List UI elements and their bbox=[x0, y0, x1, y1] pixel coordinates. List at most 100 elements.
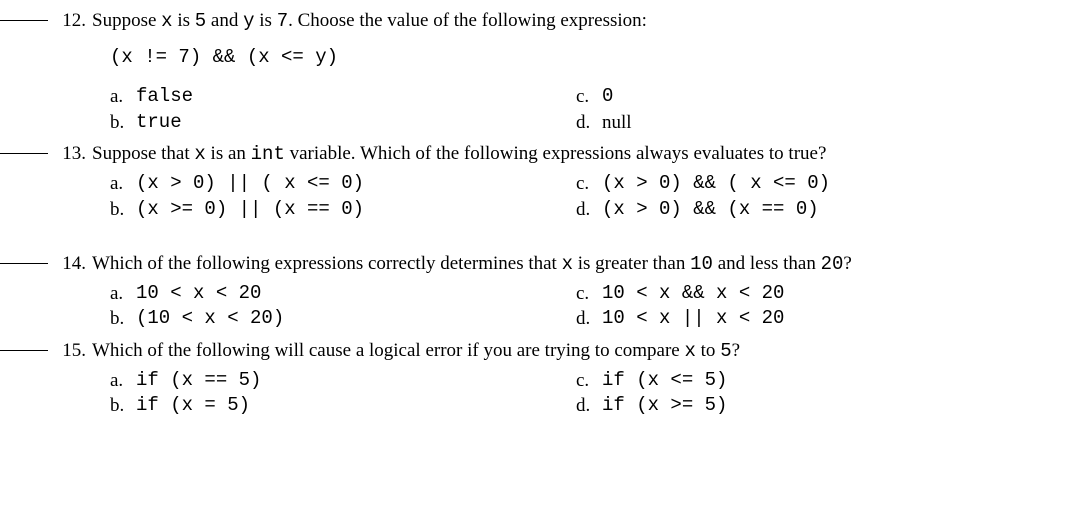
choice-c: c. (x > 0) && ( x <= 0) bbox=[576, 171, 1024, 197]
choice-text: (x > 0) && (x == 0) bbox=[602, 197, 819, 223]
choice-text: 10 < x < 20 bbox=[136, 281, 261, 307]
question-number: 12. bbox=[58, 10, 92, 32]
choice-text: if (x = 5) bbox=[136, 393, 250, 419]
code-inline: 5 bbox=[720, 340, 731, 362]
prompt-text: ? bbox=[732, 340, 740, 361]
choice-text: null bbox=[602, 110, 632, 136]
choice-letter: d. bbox=[576, 197, 602, 223]
prompt-text: is bbox=[255, 10, 277, 31]
choices-left: a. (x > 0) || ( x <= 0) b. (x >= 0) || (… bbox=[92, 171, 558, 222]
prompt-text: and bbox=[206, 10, 243, 31]
choice-d: d. if (x >= 5) bbox=[576, 393, 1024, 419]
choice-text: (x > 0) || ( x <= 0) bbox=[136, 171, 364, 197]
question-13: 13. Suppose that x is an int variable. W… bbox=[0, 143, 1024, 222]
choice-a: a. 10 < x < 20 bbox=[110, 281, 558, 307]
answer-blank[interactable] bbox=[0, 20, 48, 21]
choice-letter: b. bbox=[110, 110, 136, 136]
code-inline: 10 bbox=[690, 253, 713, 275]
prompt-text: to bbox=[696, 340, 720, 361]
prompt-text: is bbox=[173, 10, 195, 31]
prompt-text: . Choose the value of the following expr… bbox=[288, 10, 647, 31]
prompt-text: Suppose bbox=[92, 10, 161, 31]
choice-b: b. true bbox=[110, 110, 558, 136]
choice-text: if (x >= 5) bbox=[602, 393, 727, 419]
question-number: 14. bbox=[58, 253, 92, 275]
question-12: 12. Suppose x is 5 and y is 7. Choose th… bbox=[0, 10, 1024, 135]
choice-letter: a. bbox=[110, 171, 136, 197]
choices: a. false b. true c. 0 d. null bbox=[92, 84, 1024, 135]
code-inline: int bbox=[251, 143, 285, 165]
choice-c: c. if (x <= 5) bbox=[576, 368, 1024, 394]
choice-text: false bbox=[136, 84, 193, 110]
choices-right: c. 10 < x && x < 20 d. 10 < x || x < 20 bbox=[558, 281, 1024, 332]
code-inline: x bbox=[161, 10, 172, 32]
choice-d: d. 10 < x || x < 20 bbox=[576, 306, 1024, 332]
choice-letter: c. bbox=[576, 368, 602, 394]
choice-text: (x >= 0) || (x == 0) bbox=[136, 197, 364, 223]
question-body: Suppose x is 5 and y is 7. Choose the va… bbox=[92, 10, 1024, 135]
choice-a: a. (x > 0) || ( x <= 0) bbox=[110, 171, 558, 197]
choices-right: c. (x > 0) && ( x <= 0) d. (x > 0) && (x… bbox=[558, 171, 1024, 222]
answer-blank[interactable] bbox=[0, 350, 48, 351]
choice-letter: c. bbox=[576, 281, 602, 307]
choice-text: true bbox=[136, 110, 182, 136]
question-body: Suppose that x is an int variable. Which… bbox=[92, 143, 1024, 222]
code-inline: 5 bbox=[195, 10, 206, 32]
choices: a. if (x == 5) b. if (x = 5) c. if (x <=… bbox=[92, 368, 1024, 419]
prompt-text: and less than bbox=[713, 253, 821, 274]
choice-text: if (x == 5) bbox=[136, 368, 261, 394]
choice-a: a. false bbox=[110, 84, 558, 110]
choices-right: c. 0 d. null bbox=[558, 84, 1024, 135]
choice-d: d. null bbox=[576, 110, 1024, 136]
choice-b: b. (x >= 0) || (x == 0) bbox=[110, 197, 558, 223]
choice-letter: c. bbox=[576, 171, 602, 197]
code-inline: y bbox=[243, 10, 254, 32]
choice-text: 10 < x || x < 20 bbox=[602, 306, 784, 332]
prompt-text: variable. Which of the following express… bbox=[285, 143, 827, 164]
code-inline: 20 bbox=[821, 253, 844, 275]
choice-text: 0 bbox=[602, 84, 613, 110]
question-prompt: Which of the following will cause a logi… bbox=[92, 340, 1024, 362]
question-prompt: Suppose x is 5 and y is 7. Choose the va… bbox=[92, 10, 1024, 32]
question-14: 14. Which of the following expressions c… bbox=[0, 253, 1024, 332]
choice-b: b. if (x = 5) bbox=[110, 393, 558, 419]
code-block: (x != 7) && (x <= y) bbox=[110, 46, 1024, 68]
choice-letter: d. bbox=[576, 306, 602, 332]
choice-c: c. 0 bbox=[576, 84, 1024, 110]
choice-letter: b. bbox=[110, 197, 136, 223]
code-inline: x bbox=[685, 340, 696, 362]
choice-text: 10 < x && x < 20 bbox=[602, 281, 784, 307]
choice-letter: c. bbox=[576, 84, 602, 110]
question-body: Which of the following will cause a logi… bbox=[92, 340, 1024, 419]
code-inline: x bbox=[562, 253, 573, 275]
question-number: 13. bbox=[58, 143, 92, 165]
choices: a. (x > 0) || ( x <= 0) b. (x >= 0) || (… bbox=[92, 171, 1024, 222]
choices-right: c. if (x <= 5) d. if (x >= 5) bbox=[558, 368, 1024, 419]
question-number: 15. bbox=[58, 340, 92, 362]
choice-text: (10 < x < 20) bbox=[136, 306, 284, 332]
choice-letter: b. bbox=[110, 393, 136, 419]
choice-a: a. if (x == 5) bbox=[110, 368, 558, 394]
answer-blank[interactable] bbox=[0, 153, 48, 154]
question-15: 15. Which of the following will cause a … bbox=[0, 340, 1024, 419]
choice-letter: a. bbox=[110, 368, 136, 394]
question-prompt: Suppose that x is an int variable. Which… bbox=[92, 143, 1024, 165]
choice-text: if (x <= 5) bbox=[602, 368, 727, 394]
choice-letter: b. bbox=[110, 306, 136, 332]
choices: a. 10 < x < 20 b. (10 < x < 20) c. 10 < … bbox=[92, 281, 1024, 332]
choice-letter: a. bbox=[110, 84, 136, 110]
choice-letter: d. bbox=[576, 393, 602, 419]
answer-blank[interactable] bbox=[0, 263, 48, 264]
prompt-text: is greater than bbox=[573, 253, 690, 274]
code-inline: x bbox=[194, 143, 205, 165]
prompt-text: ? bbox=[843, 253, 851, 274]
prompt-text: Which of the following will cause a logi… bbox=[92, 340, 685, 361]
choices-left: a. false b. true bbox=[92, 84, 558, 135]
prompt-text: is an bbox=[206, 143, 251, 164]
prompt-text: Which of the following expressions corre… bbox=[92, 253, 562, 274]
choice-text: (x > 0) && ( x <= 0) bbox=[602, 171, 830, 197]
code-inline: 7 bbox=[277, 10, 288, 32]
choice-c: c. 10 < x && x < 20 bbox=[576, 281, 1024, 307]
question-body: Which of the following expressions corre… bbox=[92, 253, 1024, 332]
choices-left: a. 10 < x < 20 b. (10 < x < 20) bbox=[92, 281, 558, 332]
